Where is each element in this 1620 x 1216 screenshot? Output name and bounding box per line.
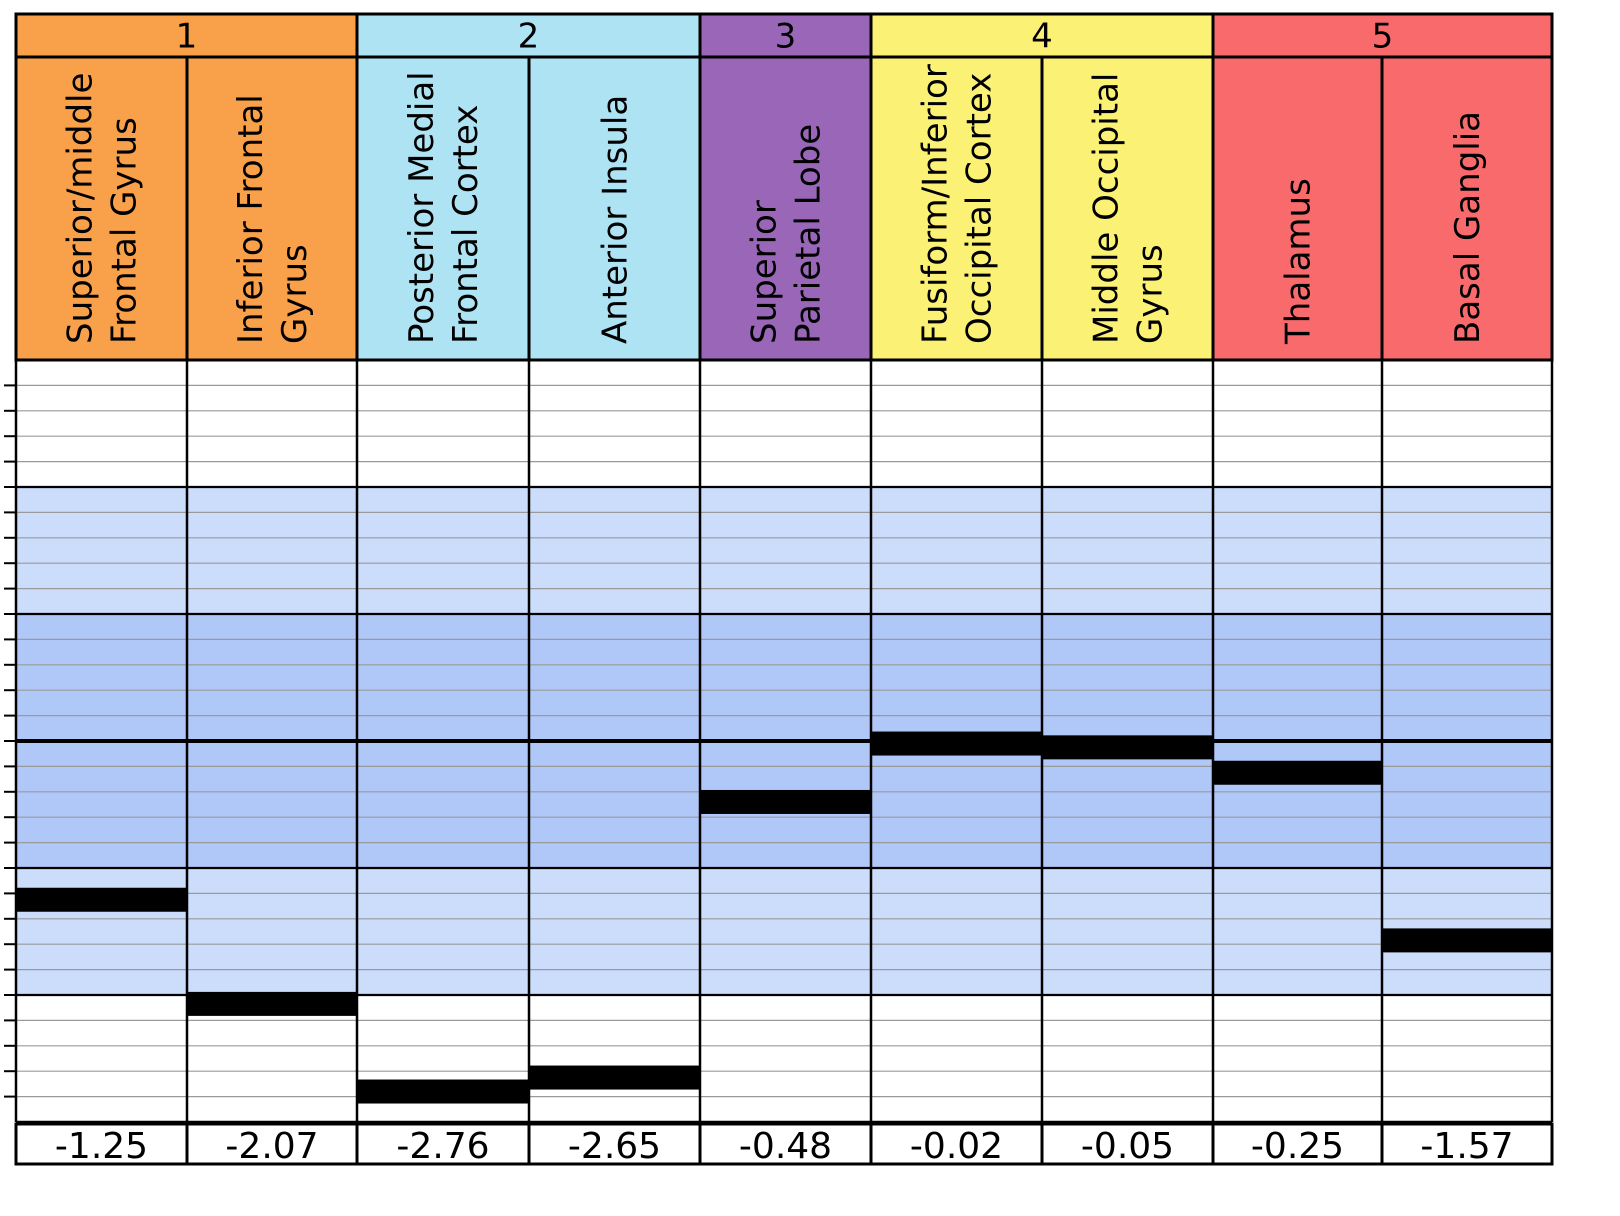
band-2 (16, 614, 1552, 741)
value-cell (1380, 1122, 1554, 1166)
column-label: Gyrus (1131, 244, 1171, 344)
column-label: Inferior Frontal (231, 94, 271, 344)
group-header-5 (1211, 12, 1554, 59)
column-header-cell (1040, 55, 1215, 362)
column-header-cell (185, 55, 359, 362)
column-label: Thalamus (1279, 178, 1319, 345)
value-marker-4 (700, 789, 871, 814)
column-label: Frontal Cortex (446, 105, 486, 344)
group-header-4 (869, 12, 1215, 59)
column-header-cell (527, 55, 702, 362)
group-label: 1 (176, 17, 198, 57)
value-label: -0.25 (1251, 1126, 1344, 1167)
group-label: 4 (1031, 17, 1053, 57)
value-cell (14, 1122, 189, 1166)
column-label: Superior/middle (61, 73, 101, 344)
group-label: 3 (775, 17, 797, 57)
chart-frame (14, 360, 1554, 1124)
value-label: -0.05 (1081, 1126, 1174, 1167)
column-header-cell (698, 55, 873, 362)
value-cell (698, 1122, 873, 1166)
column-label: Gyrus (275, 244, 315, 344)
value-label-row: -1.25 -2.07 -2.76 -2.65 -0.48 -0.02 -0.05 -0.25… (14, 1122, 1554, 1167)
value-label: -2.65 (568, 1126, 661, 1167)
column-label: Middle Occipital (1087, 73, 1127, 344)
value-label: -2.76 (396, 1126, 489, 1167)
value-markers (16, 731, 1552, 1104)
value-marker-3 (529, 1065, 700, 1090)
value-label: -0.02 (910, 1126, 1003, 1167)
value-marker-2 (357, 1079, 529, 1104)
column-label: Parietal Lobe (789, 124, 829, 344)
group-label: 2 (518, 17, 540, 57)
value-marker-7 (1213, 760, 1382, 785)
column-header-cell (14, 55, 189, 362)
value-marker-1 (187, 991, 357, 1016)
band-1 (16, 487, 1552, 614)
column-label: Anterior Insula (596, 95, 636, 344)
column-header-cell (355, 55, 531, 362)
column-label: Basal Ganglia (1448, 111, 1488, 344)
column-headers: 1 2 3 4 5 Superior/middle Frontal Gyrus Inferio… (14, 12, 1554, 362)
column-label: Occipital Cortex (960, 73, 1000, 344)
value-label: -0.48 (739, 1126, 832, 1167)
value-marker-0 (16, 887, 187, 912)
band-4 (16, 868, 1552, 995)
value-cell (1211, 1122, 1384, 1166)
value-label: -2.07 (225, 1126, 318, 1167)
value-marker-8 (1382, 928, 1552, 953)
value-label: -1.57 (1420, 1126, 1513, 1167)
column-header-cell (1380, 55, 1554, 362)
group-label: 5 (1372, 17, 1394, 57)
column-label: Posterior Medial (402, 71, 442, 344)
band-5 (16, 995, 1552, 1122)
group-header-3 (698, 12, 873, 59)
column-label: Fusiform/Inferior (916, 64, 956, 344)
value-cell (1040, 1122, 1215, 1166)
band-0 (16, 360, 1552, 487)
value-label: -1.25 (55, 1126, 148, 1167)
value-marker-5 (871, 731, 1042, 756)
group-header-1 (14, 12, 359, 59)
column-label: Frontal Gyrus (105, 117, 145, 344)
value-marker-6 (1042, 735, 1213, 760)
column-header-cell (869, 55, 1044, 362)
column-label: Superior (745, 200, 785, 344)
